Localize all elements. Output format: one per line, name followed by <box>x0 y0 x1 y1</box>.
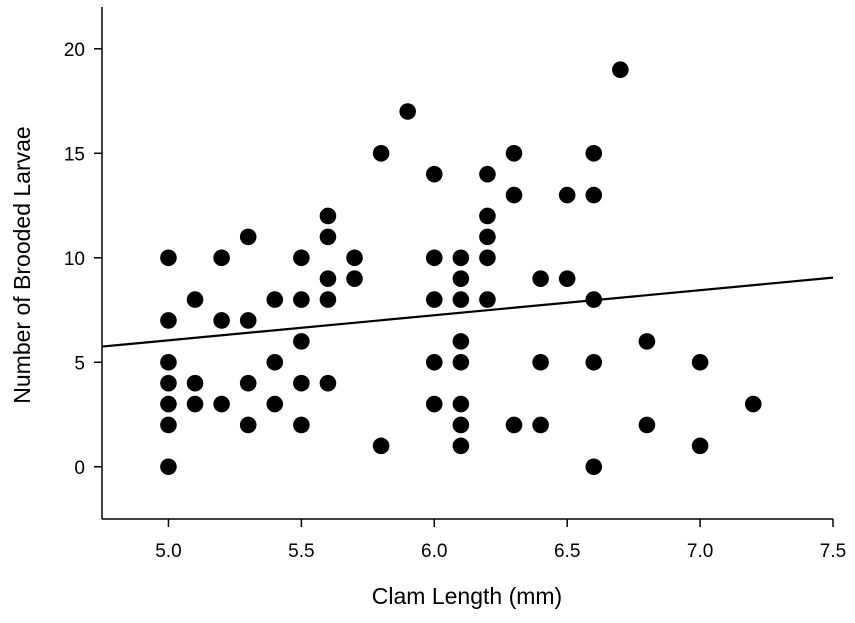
data-point <box>452 437 470 455</box>
data-point <box>319 228 337 246</box>
x-ticks: 5.0 5.5 6.0 6.5 7.0 7.5 <box>155 519 846 562</box>
data-point <box>213 312 230 329</box>
data-point <box>638 416 656 434</box>
data-point <box>479 291 496 308</box>
data-point <box>479 165 496 183</box>
data-point <box>160 395 177 413</box>
data-point <box>293 291 310 308</box>
data-point <box>213 395 230 413</box>
data-point <box>452 270 470 287</box>
data-point <box>160 249 177 267</box>
data-point <box>425 291 443 308</box>
data-point <box>452 249 470 267</box>
data-points <box>160 61 762 476</box>
data-point <box>399 103 416 120</box>
axes <box>101 7 833 520</box>
data-point <box>505 186 523 204</box>
y-axis-title: Number of Brooded Larvae <box>9 126 35 403</box>
y-tick-label: 15 <box>64 144 85 165</box>
data-point <box>319 291 337 308</box>
data-point <box>425 353 443 371</box>
data-point <box>479 249 496 267</box>
data-point <box>346 270 363 287</box>
x-tick-label: 6.0 <box>421 541 447 562</box>
data-point <box>266 291 284 308</box>
data-point <box>532 270 549 287</box>
data-point <box>691 437 709 455</box>
data-point <box>425 395 443 413</box>
data-point <box>505 416 523 434</box>
data-point <box>558 270 576 287</box>
data-point <box>372 144 390 162</box>
data-point <box>266 353 284 371</box>
data-point <box>452 333 470 350</box>
data-point <box>585 458 603 476</box>
data-point <box>425 165 443 183</box>
data-point <box>319 270 337 287</box>
data-point <box>293 416 310 434</box>
data-point <box>293 333 310 350</box>
y-ticks: 0 5 10 15 20 <box>64 40 102 479</box>
data-point <box>479 207 496 225</box>
data-point <box>293 249 310 267</box>
data-point <box>239 312 257 329</box>
data-point <box>425 249 443 267</box>
data-point <box>160 312 177 329</box>
data-point <box>346 249 363 267</box>
data-point <box>239 228 257 246</box>
data-point <box>532 416 549 434</box>
x-tick-label: 5.0 <box>155 541 181 562</box>
data-point <box>585 291 603 308</box>
x-tick-label: 6.5 <box>554 541 580 562</box>
data-point <box>452 395 470 413</box>
data-point <box>239 416 257 434</box>
data-point <box>585 353 603 371</box>
data-point <box>160 374 177 392</box>
data-point <box>266 395 284 413</box>
data-point <box>319 207 337 225</box>
x-axis-title: Clam Length (mm) <box>372 583 562 609</box>
x-tick-label: 5.5 <box>288 541 314 562</box>
data-point <box>558 186 576 204</box>
data-point <box>239 374 257 392</box>
data-point <box>452 416 470 434</box>
x-tick-label: 7.5 <box>820 541 846 562</box>
y-tick-label: 10 <box>64 249 85 270</box>
data-point <box>293 374 310 392</box>
data-point <box>638 333 656 350</box>
data-point <box>585 186 603 204</box>
data-point <box>532 353 549 371</box>
data-point <box>452 291 470 308</box>
data-point <box>186 374 204 392</box>
data-point <box>213 249 230 267</box>
data-point <box>505 144 523 162</box>
x-tick-label: 7.0 <box>687 541 713 562</box>
data-point <box>160 416 177 434</box>
data-point <box>585 144 603 162</box>
data-point <box>319 374 337 392</box>
data-point <box>479 228 496 246</box>
regression-line <box>101 276 834 348</box>
data-point <box>612 61 629 78</box>
y-tick-label: 0 <box>74 458 85 479</box>
data-point <box>186 291 204 308</box>
data-point <box>452 353 470 371</box>
data-point <box>160 458 177 476</box>
data-point <box>691 353 709 371</box>
data-point <box>186 395 204 413</box>
data-point <box>744 395 762 413</box>
data-point <box>372 437 390 455</box>
data-point <box>160 353 177 371</box>
y-tick-label: 5 <box>74 353 85 374</box>
y-tick-label: 20 <box>64 40 85 61</box>
